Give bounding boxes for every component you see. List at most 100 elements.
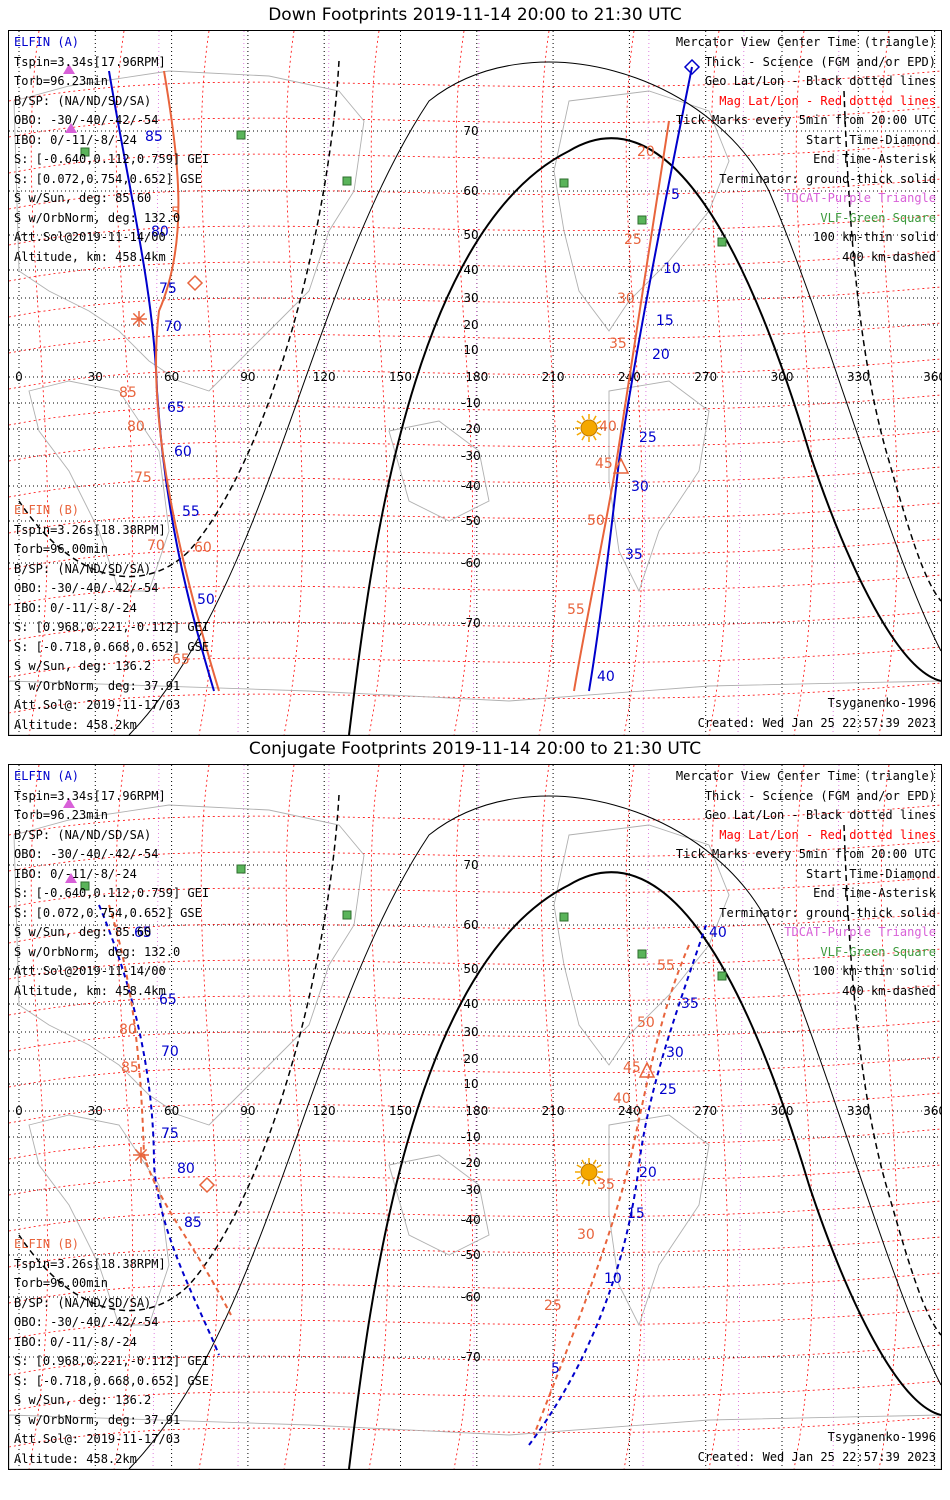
lon-tick-label: 360: [923, 1104, 941, 1118]
mag-parallel: [9, 502, 941, 534]
tdcat-meridian: [737, 765, 745, 1469]
elfin-b-label: ELFIN (B): [14, 503, 80, 517]
vlf-square-icon: [236, 864, 246, 874]
sun-icon: [580, 1163, 598, 1181]
legend-item: 100 km-thin solid: [813, 230, 936, 244]
center-triangle-icon: [612, 457, 630, 474]
legend-item: Thick - Science (FGM and/or EPD): [704, 54, 936, 69]
lon-tick-label: 210: [542, 370, 565, 384]
info-line: B/SP: (NA/ND/SD/SA): [14, 561, 152, 576]
info-line: B/SP: (NA/ND/SD/SA): [14, 827, 152, 842]
info-line: Att.Sol@2019-11-14/00: [14, 964, 166, 978]
info-line: Torb=96.00min: [14, 1276, 108, 1290]
tdcat-meridian: [152, 765, 160, 1469]
info-line: S w/Sun, deg: 136.2: [14, 659, 152, 673]
elfin-a-track: [528, 924, 707, 1446]
info-line: Att.Sol@: 2019-11-17/03: [14, 698, 181, 712]
elfin-b-tick-label: 55: [567, 602, 585, 618]
elfin-a-tick-label: 60: [174, 444, 192, 460]
lon-tick-label: 60: [164, 370, 179, 384]
legend-item: VLF-Green Square: [820, 210, 936, 225]
created-timestamp: Created: Wed Jan 25 22:57:39 2023: [697, 715, 936, 730]
lat-tick-label: 70: [463, 858, 478, 872]
terminator-400km: [843, 824, 941, 1336]
mag-parallel: [9, 1344, 941, 1376]
continent-outline: [388, 420, 490, 522]
mag-parallel: [9, 1092, 941, 1124]
lon-tick-label: 360: [923, 370, 941, 384]
legend-item: VLF-Green Square: [820, 944, 936, 959]
vlf-square-icon: [342, 910, 352, 920]
mag-parallel: [9, 984, 941, 1016]
info-line: S w/Sun, deg: 136.2: [14, 1393, 152, 1407]
lon-tick-label: 330: [847, 370, 870, 384]
continent-outline: [553, 824, 730, 1066]
elfin-a-label: ELFIN (A): [14, 769, 80, 783]
legend-item: Mag Lat/Lon - Red dotted lines: [719, 93, 936, 108]
continent-outline: [28, 380, 170, 592]
info-line: Att.Sol@: 2019-11-17/03: [14, 1432, 181, 1446]
lat-tick-label: -60: [461, 556, 481, 570]
legend-item: Thick - Science (FGM and/or EPD): [704, 788, 936, 803]
vlf-square-icon: [342, 176, 352, 186]
mag-parallel: [9, 1236, 941, 1268]
sun-ray: [592, 1159, 597, 1165]
tdcat-meridian: [322, 765, 330, 1469]
legend-item: End Time-Asterisk: [813, 886, 936, 900]
info-line: Torb=96.23min: [14, 808, 108, 822]
mag-parallel: [9, 1380, 941, 1412]
continent-outline: [388, 1154, 490, 1256]
model-name: Tsyganenko-1996: [827, 1430, 936, 1444]
lat-tick-label: 10: [463, 343, 478, 357]
elfin-b-tick-label: 65: [172, 652, 190, 668]
mag-parallel: [9, 876, 941, 908]
terminator-400km: [18, 60, 340, 578]
info-line: Altitude, km: 458.4km: [14, 249, 166, 264]
legend-item: 400 km-dashed: [842, 249, 936, 264]
legend-item: Mercator View Center Time (triangle): [675, 769, 936, 783]
continent-outline: [608, 1114, 710, 1327]
elfin-b-tick-label: 40: [613, 1091, 631, 1107]
elfin-a-tick-label: 55: [182, 504, 200, 520]
mag-parallel: [9, 682, 941, 714]
info-line: B/SP: (NA/ND/SD/SA): [14, 93, 152, 108]
lat-tick-label: 70: [463, 124, 478, 138]
elfin-b-tick-label: 70: [147, 538, 165, 554]
mag-parallel: [9, 1200, 941, 1232]
elfin-b-track: [155, 70, 220, 692]
info-line: IBO: 0/-11/-8/-24: [14, 866, 137, 881]
sun-ray: [596, 431, 602, 436]
lat-tick-label: 20: [463, 318, 478, 332]
lat-tick-label: 30: [463, 1025, 478, 1039]
elfin-a-tick-label: 70: [161, 1044, 179, 1060]
sun-ray: [596, 420, 602, 425]
mag-parallel: [9, 286, 941, 318]
legend: Mercator View Center Time (triangle) Thi…: [676, 33, 936, 267]
start-diamond-icon: [683, 58, 701, 76]
mag-parallel: [9, 178, 941, 210]
elfin-a-tick-label: 10: [604, 1271, 622, 1287]
elfin-a-track: [588, 66, 693, 692]
tdcat-meridian: [642, 31, 650, 735]
info-line: Tspin=3.34s[17.96RPM]: [14, 788, 166, 803]
info-line: S: [-0.718,0.668,0.652] GSE: [14, 1373, 210, 1388]
elfin-a-info: ELFIN (A) Tspin=3.34s[17.96RPM] Torb=96.…: [14, 767, 209, 1001]
tdcat-meridian: [832, 765, 840, 1469]
elfin-b-tick-label: 45: [595, 456, 613, 472]
info-line: OBO: -30/-40/-42/-54: [14, 581, 159, 595]
elfin-a-track: [98, 904, 220, 1356]
legend-item: TDCAT-Purple Triangle: [784, 925, 936, 939]
terminator-100km: [128, 795, 941, 1469]
info-line: S: [0.968,0.221,-0.112] GEI: [14, 620, 210, 634]
mag-parallel: [9, 142, 941, 174]
sun-ray: [576, 431, 582, 436]
terminator-ground: [348, 137, 941, 735]
legend-item: 100 km-thin solid: [813, 964, 936, 978]
start-diamond-icon: [186, 274, 204, 292]
legend-item: Mercator View Center Time (triangle): [675, 35, 936, 49]
sun-ray: [581, 435, 586, 441]
info-line: S: [-0.718,0.668,0.652] GSE: [14, 639, 210, 654]
panel-2-title: Conjugate Footprints 2019-11-14 20:00 to…: [248, 739, 702, 759]
elfin-b-track: [573, 120, 670, 692]
tdcat-triangle-icon: [63, 798, 75, 808]
